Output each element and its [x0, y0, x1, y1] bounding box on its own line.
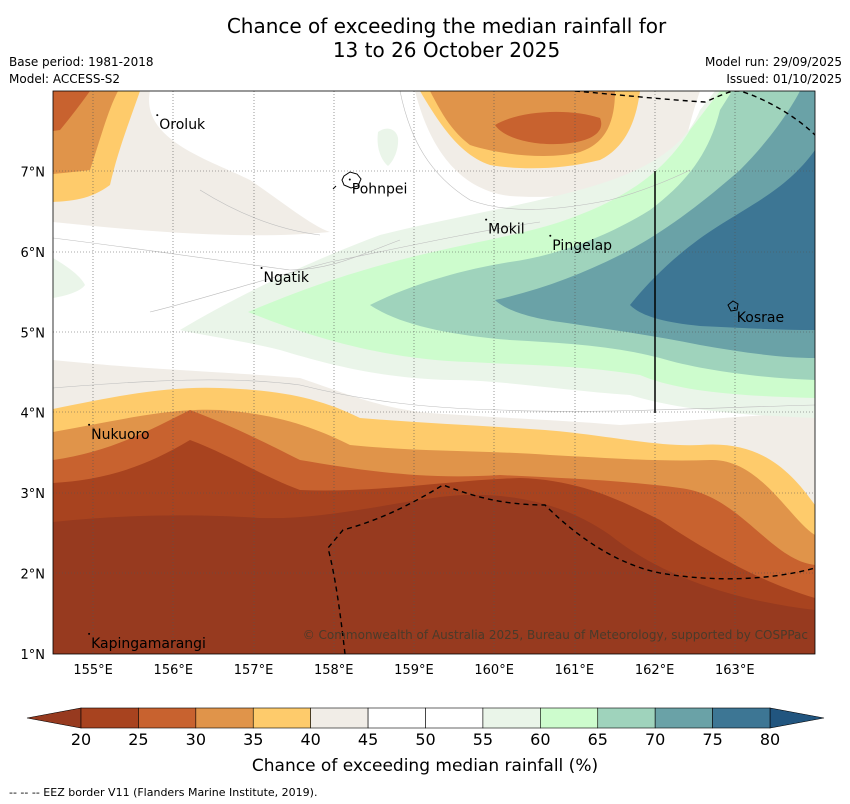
- colorbar-segment: [80, 707, 139, 729]
- map-frame: [52, 90, 816, 655]
- band-25-30-nc: [495, 111, 602, 145]
- lat-tick-label: 3°N: [21, 487, 46, 502]
- places-layer: Oroluk Pohnpei Mokil Pingelap Ngatik Kosrae Nu…: [88, 114, 784, 652]
- issued-date: Issued: 01/10/2025: [726, 72, 842, 86]
- colorbar-label: Chance of exceeding median rainfall (%): [251, 756, 599, 776]
- map-title: Chance of exceeding the median rainfall …: [0, 14, 850, 62]
- eez-borders: [327, 91, 815, 654]
- colorbar-tick-label: 80: [759, 730, 781, 749]
- colorbar-over-arrow: [769, 707, 825, 729]
- colorbar-segment: [367, 707, 426, 729]
- colorbar-tick-label: 25: [128, 730, 149, 749]
- grid-lines: [53, 91, 815, 654]
- colorbar-segment: [712, 707, 771, 729]
- colorbar-segment: [654, 707, 713, 729]
- meta-right: Model run: 29/09/2025 Issued: 01/10/2025: [705, 54, 842, 88]
- colorbar-segment: [482, 707, 541, 729]
- copyright-text: © Commonwealth of Australia 2025, Bureau…: [303, 628, 808, 642]
- lon-tick-label: 160°E: [474, 663, 514, 678]
- contour-lines: [53, 91, 815, 412]
- lon-tick-label: 158°E: [314, 663, 354, 678]
- eez-footer-note: -- -- -- EEZ border V11 (Flanders Marine…: [9, 786, 318, 799]
- lon-tick-label: 161°E: [555, 663, 595, 678]
- lat-axis: 1°N 2°N 3°N 4°N 5°N 6°N 7°N: [21, 165, 46, 663]
- colorbar-tick-label: 50: [415, 730, 436, 749]
- place-label-pohnpei: Pohnpei: [352, 181, 408, 197]
- lat-tick-label: 6°N: [21, 246, 46, 261]
- place-marker: [88, 423, 91, 426]
- place-marker: [348, 178, 351, 181]
- band-25-30-nw: [53, 91, 90, 131]
- colorbar-tick-label: 75: [702, 730, 723, 749]
- band-75-80: [630, 150, 815, 330]
- meta-left: Base period: 1981-2018 Model: ACCESS-S2: [9, 54, 154, 88]
- title-line-2: 13 to 26 October 2025: [332, 38, 561, 62]
- colorbar-segment: [195, 707, 254, 729]
- colorbar-segment: [310, 707, 369, 729]
- islet-mark: [332, 185, 337, 190]
- place-marker: [156, 114, 159, 117]
- place-label-pingelap: Pingelap: [552, 238, 612, 254]
- colorbar-tick-label: 20: [70, 730, 92, 749]
- lat-tick-label: 1°N: [21, 648, 46, 663]
- colorbar-segment: [138, 707, 197, 729]
- place-label-mokil: Mokil: [488, 222, 525, 238]
- colorbar-under-arrow: [26, 707, 82, 729]
- place-marker: [733, 307, 736, 310]
- lon-axis: 155°E 156°E 157°E 158°E 159°E 160°E 161°E 162°E…: [73, 663, 754, 678]
- colorbar-segment: [252, 707, 311, 729]
- colorbar: [26, 707, 825, 729]
- pohnpei-island: [341, 171, 362, 189]
- place-marker: [485, 218, 488, 221]
- colorbar-tick-label: 30: [185, 730, 207, 749]
- place-label-nukuoro: Nukuoro: [91, 427, 149, 443]
- band-55-60-west: [53, 258, 85, 298]
- lon-tick-label: 156°E: [154, 663, 194, 678]
- lat-tick-label: 2°N: [21, 568, 46, 583]
- lat-tick-label: 4°N: [21, 407, 46, 422]
- colorbar-tick-label: 70: [644, 730, 666, 749]
- band-55-60-patch: [377, 128, 399, 166]
- place-label-oroluk: Oroluk: [159, 117, 206, 133]
- colorbar-tick-label: 40: [300, 730, 321, 749]
- lon-tick-label: 163°E: [715, 663, 755, 678]
- place-marker: [549, 234, 552, 237]
- colorbar-tick-label: 45: [357, 730, 379, 749]
- place-marker: [260, 266, 263, 269]
- colorbar-segment: [540, 707, 599, 729]
- colorbar-tick-label: 35: [243, 730, 264, 749]
- colorbar-tick-label: 65: [587, 730, 608, 749]
- lon-tick-label: 159°E: [394, 663, 434, 678]
- lat-tick-label: 5°N: [21, 326, 46, 341]
- colorbar-segment: [425, 707, 484, 729]
- lon-tick-label: 155°E: [73, 663, 113, 678]
- place-label-kosrae: Kosrae: [737, 310, 784, 326]
- lat-tick-label: 7°N: [21, 165, 46, 180]
- lon-tick-label: 157°E: [234, 663, 274, 678]
- model-run: Model run: 29/09/2025: [704, 55, 842, 69]
- kosrae-island: [727, 300, 739, 312]
- place-label-ngatik: Ngatik: [264, 270, 310, 286]
- rainfall-field: [53, 91, 815, 654]
- title-line-1: Chance of exceeding the median rainfall …: [226, 14, 667, 38]
- model-name: Model: ACCESS-S2: [9, 72, 121, 86]
- colorbar-tick-label: 55: [472, 730, 494, 749]
- lon-tick-label: 162°E: [635, 663, 675, 678]
- band-below-20: [53, 494, 815, 654]
- colorbar-tick-label: 60: [530, 730, 551, 749]
- base-period: Base period: 1981-2018: [9, 55, 154, 69]
- place-marker: [88, 632, 91, 635]
- colorbar-segment: [597, 707, 656, 729]
- place-label-kapingamarangi: Kapingamarangi: [91, 636, 206, 652]
